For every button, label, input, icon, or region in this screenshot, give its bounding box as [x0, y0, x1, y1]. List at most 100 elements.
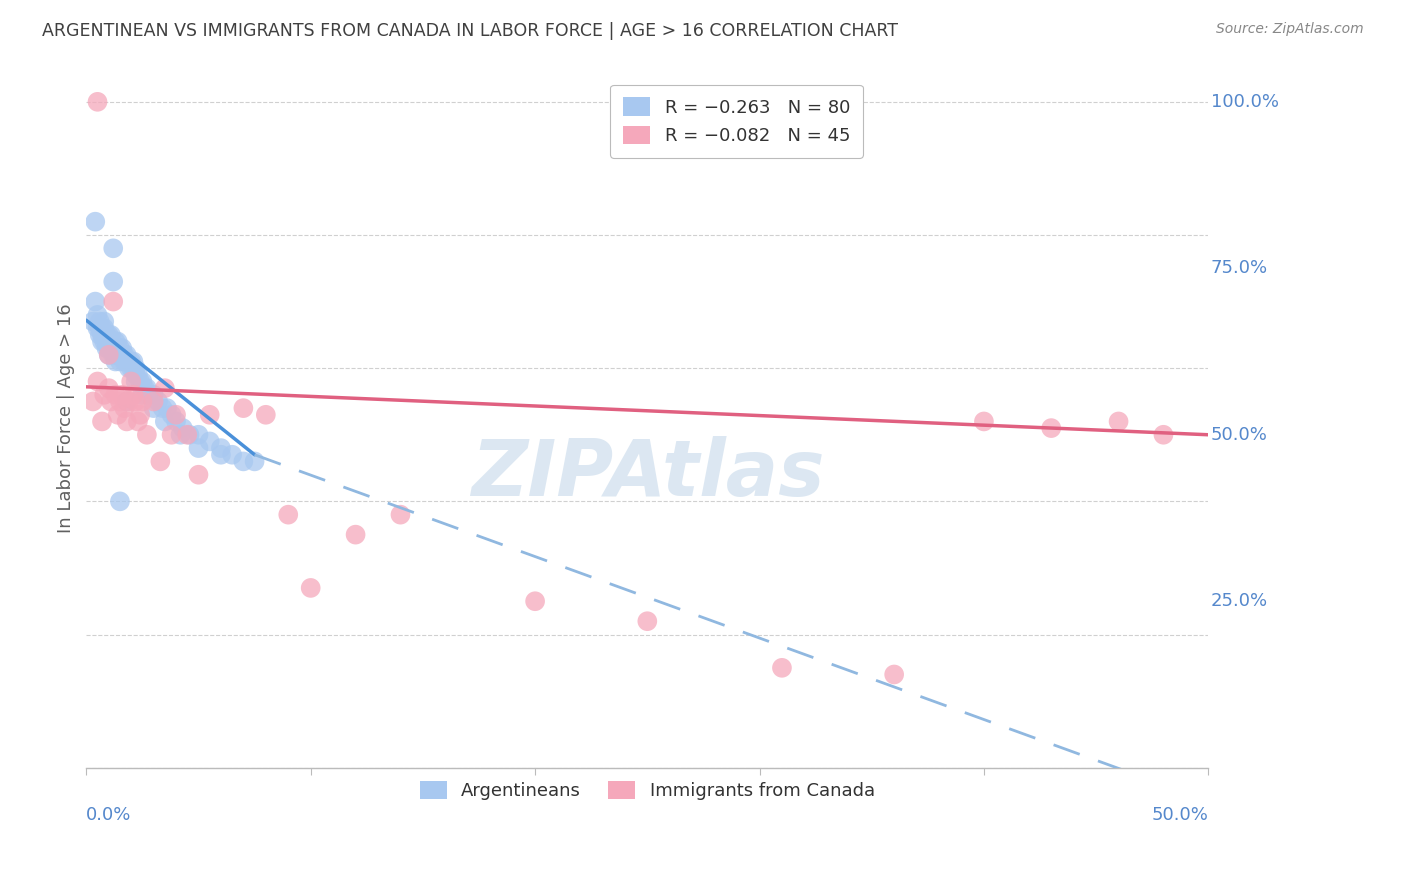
Point [96, 334, 118, 349]
Point [93, 327, 115, 342]
Point [100, 327, 122, 342]
Text: ARGENTINEAN VS IMMIGRANTS FROM CANADA IN LABOR FORCE | AGE > 16 CORRELATION CHAR: ARGENTINEAN VS IMMIGRANTS FROM CANADA IN… [42, 22, 898, 40]
Point [636, 614, 658, 628]
Point [82, 394, 104, 409]
Point [187, 467, 209, 482]
Point [149, 454, 172, 468]
Point [115, 348, 138, 362]
Point [118, 354, 141, 368]
Point [1152, 427, 1174, 442]
Point [108, 354, 131, 368]
Point [96, 327, 118, 342]
Point [115, 354, 138, 368]
Point [165, 414, 187, 428]
Text: 100.0%: 100.0% [1211, 93, 1278, 111]
Point [91, 321, 114, 335]
Point [160, 427, 183, 442]
Point [115, 414, 138, 428]
Point [129, 408, 152, 422]
Point [100, 394, 122, 409]
Point [122, 361, 145, 376]
Point [89, 327, 111, 342]
Point [127, 368, 149, 382]
Point [221, 448, 243, 462]
Point [89, 321, 111, 335]
Point [299, 581, 322, 595]
Point [135, 427, 157, 442]
Point [146, 394, 169, 409]
Point [108, 341, 131, 355]
Point [524, 594, 547, 608]
Point [131, 375, 153, 389]
Point [118, 361, 141, 376]
Point [120, 375, 142, 389]
Point [97, 381, 120, 395]
Text: 50.0%: 50.0% [1211, 425, 1267, 443]
Point [108, 494, 131, 508]
Point [160, 408, 183, 422]
Point [120, 354, 142, 368]
Point [103, 294, 125, 309]
Point [114, 348, 136, 362]
Text: ZIPAtlas: ZIPAtlas [471, 436, 824, 512]
Point [84, 294, 107, 309]
Point [91, 414, 114, 428]
Legend: Argentineans, Immigrants from Canada: Argentineans, Immigrants from Canada [409, 770, 886, 811]
Point [89, 314, 111, 328]
Point [104, 348, 127, 362]
Point [122, 388, 145, 402]
Text: 25.0%: 25.0% [1211, 592, 1268, 610]
Point [152, 401, 174, 416]
Point [84, 215, 107, 229]
Point [120, 361, 142, 376]
Point [156, 401, 179, 416]
Point [344, 527, 367, 541]
Point [124, 394, 146, 409]
Text: 75.0%: 75.0% [1211, 260, 1268, 277]
Point [153, 414, 176, 428]
Point [142, 388, 165, 402]
Point [129, 375, 152, 389]
Point [124, 375, 146, 389]
Point [107, 408, 129, 422]
Point [93, 388, 115, 402]
Point [100, 334, 122, 349]
Point [103, 341, 125, 355]
Point [104, 334, 127, 349]
Point [973, 414, 995, 428]
Point [277, 508, 299, 522]
Point [176, 427, 198, 442]
Point [115, 394, 138, 409]
Point [883, 667, 905, 681]
Point [104, 388, 127, 402]
Point [93, 321, 115, 335]
Point [198, 434, 221, 449]
Point [103, 348, 125, 362]
Point [107, 334, 129, 349]
Point [172, 421, 194, 435]
Point [1040, 421, 1063, 435]
Point [111, 348, 134, 362]
Point [131, 394, 153, 409]
Point [108, 394, 131, 409]
Point [97, 348, 120, 362]
Point [96, 341, 118, 355]
Point [103, 275, 125, 289]
Point [770, 661, 793, 675]
Point [153, 381, 176, 395]
Point [124, 368, 146, 382]
Point [86, 308, 108, 322]
Point [122, 354, 145, 368]
Point [209, 448, 232, 462]
Point [100, 341, 122, 355]
Y-axis label: In Labor Force | Age > 16: In Labor Force | Age > 16 [58, 303, 75, 533]
Point [97, 327, 120, 342]
Point [114, 354, 136, 368]
Point [82, 314, 104, 328]
Point [91, 327, 114, 342]
Point [127, 414, 149, 428]
Point [124, 361, 146, 376]
Point [86, 95, 108, 109]
Point [114, 401, 136, 416]
Point [135, 381, 157, 395]
